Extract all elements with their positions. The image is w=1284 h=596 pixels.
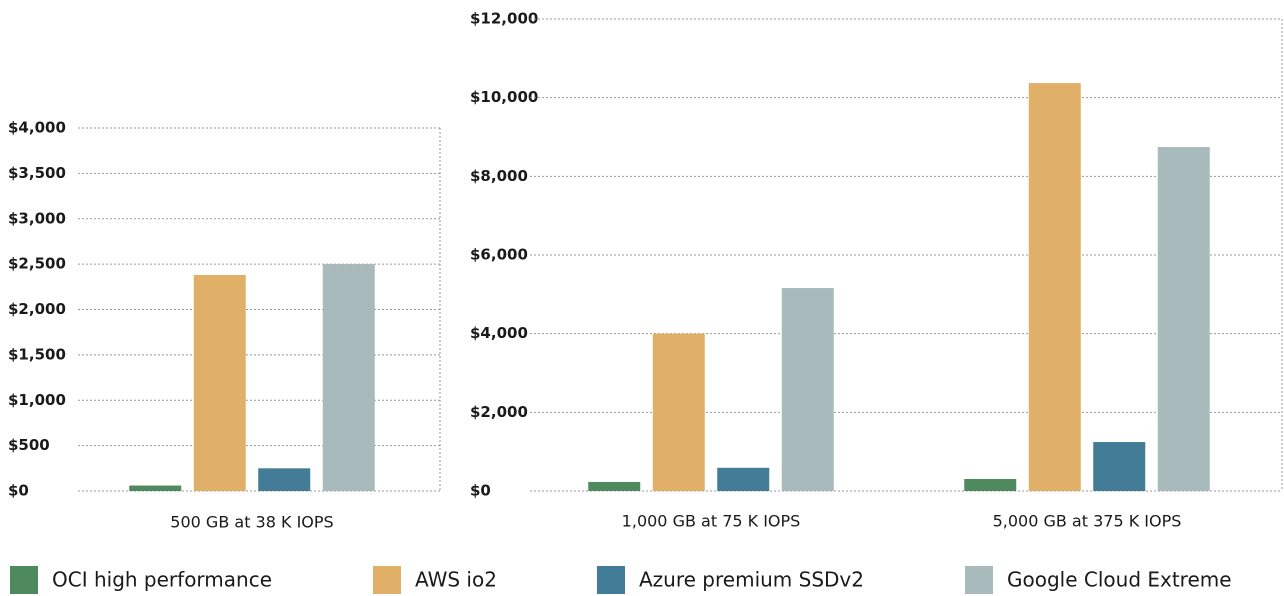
bar [1093, 442, 1146, 491]
y-tick-label: $3,000 [8, 209, 66, 227]
x-tick-label: 5,000 GB at 375 K IOPS [993, 512, 1182, 531]
y-tick-label: $6,000 [470, 246, 528, 264]
legend-label: Google Cloud Extreme [1007, 568, 1232, 592]
y-tick-label: $1,000 [8, 391, 66, 409]
legend-swatch [10, 566, 38, 594]
y-tick-label: $4,000 [470, 324, 528, 342]
bar [129, 485, 182, 491]
y-tick-label: $2,500 [8, 255, 66, 273]
bar [1028, 83, 1081, 491]
bar [193, 275, 246, 491]
y-tick-label: $8,000 [470, 167, 528, 185]
y-tick-label: $2,000 [470, 403, 528, 421]
bar [717, 467, 770, 491]
x-tick-label: 1,000 GB at 75 K IOPS [622, 512, 801, 531]
y-tick-label: $3,500 [8, 164, 66, 182]
y-tick-label: $4,000 [8, 119, 66, 137]
legend-label: OCI high performance [52, 568, 272, 592]
bar [588, 481, 641, 491]
bar [1157, 147, 1210, 491]
bar [652, 333, 705, 491]
y-tick-label: $12,000 [470, 10, 538, 28]
bar [964, 479, 1017, 491]
x-tick-label: 500 GB at 38 K IOPS [170, 513, 333, 532]
bar [781, 288, 834, 491]
legend-label: AWS io2 [415, 568, 497, 592]
y-tick-label: $10,000 [470, 88, 538, 106]
y-tick-label: $0 [470, 482, 491, 500]
y-tick-label: $2,000 [8, 300, 66, 318]
legend-swatch [597, 566, 625, 594]
legend-label: Azure premium SSDv2 [639, 568, 864, 592]
y-tick-label: $1,500 [8, 345, 66, 363]
legend-swatch [373, 566, 401, 594]
y-tick-label: $0 [8, 482, 29, 500]
bar [322, 264, 375, 491]
y-tick-label: $500 [8, 436, 50, 454]
legend-swatch [965, 566, 993, 594]
bar [258, 468, 311, 491]
